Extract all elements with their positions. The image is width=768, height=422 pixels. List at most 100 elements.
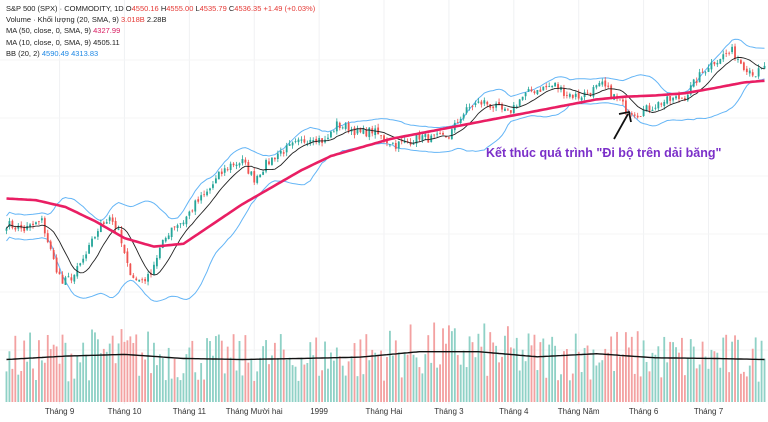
candle [229,161,232,173]
candle [489,104,492,111]
volume-bar [418,367,421,402]
candle [23,224,26,234]
candle [38,220,40,225]
candle [321,138,323,147]
volume-bar [194,372,197,402]
volume-bar [448,325,450,402]
candle [701,68,704,73]
volume-bar [377,356,380,402]
legend-low-label: L [195,4,200,13]
volume-bar [73,378,76,402]
candle [188,210,191,220]
candle [563,84,565,99]
candle [557,82,559,93]
candle [271,157,273,166]
volume-bar [453,328,456,402]
volume-bar [141,352,144,402]
candle [49,239,52,251]
candle [480,99,483,108]
volume-bar [223,373,226,402]
volume-bar [406,354,409,402]
volume-bar [55,346,58,402]
volume-bar [695,368,698,402]
candle [586,89,589,95]
volume-bar [70,353,73,402]
volume-bar [132,342,135,402]
x-tick-label: Tháng 4 [499,407,529,416]
volume-bar [633,373,636,402]
volume-bar [512,348,515,402]
annotation-arrow [613,110,632,140]
candle [692,78,695,88]
candle [268,158,270,166]
volume-bar [315,337,318,402]
volume-bar [32,368,34,402]
volume-bar [259,357,262,402]
candle [82,254,85,265]
volume-bar [26,361,29,402]
ma10-line [6,56,765,276]
candle [52,247,55,260]
candle [415,133,418,148]
candle [450,126,453,140]
volume-bar [748,365,751,402]
volume-bar [760,340,763,402]
volume-bar [742,371,745,402]
candle [442,131,444,135]
volume-bar [701,341,704,402]
volume-bar [524,361,527,402]
volume-bar [654,354,657,402]
candle [209,187,211,194]
candle [70,273,73,284]
candle [731,43,733,55]
volume-bar [129,336,132,402]
candle [403,137,406,144]
candle [571,94,574,100]
candle [306,140,309,147]
volume-bar [439,364,441,402]
volume-bar [391,355,394,402]
candle [548,82,551,88]
volume-bar [359,339,362,402]
candle [147,271,149,286]
volume-bar [85,354,88,402]
volume-bar [574,333,577,402]
volume-bar [244,335,247,402]
volume-bar [409,324,412,402]
legend-change: +1.49 (+0.03%) [263,4,316,13]
volume-bar [17,374,20,402]
candle [55,254,58,274]
candle [565,91,568,99]
bollinger-upper-band [6,38,765,222]
candle [551,85,554,89]
candle [212,181,214,190]
legend-volume-label: Volume · Khối lượng (20, SMA, 9) [6,15,119,25]
candle [504,107,506,112]
candle [67,272,70,278]
candle [279,147,282,157]
candle [722,50,725,62]
volume-bar [595,365,598,402]
volume-bar [707,368,710,402]
volume-bar [321,370,323,402]
volume-bar [306,363,309,402]
candle [91,236,93,248]
candle [259,174,262,178]
legend-bb-lower: 4313.83 [71,48,99,58]
volume-bar [459,364,462,402]
candle [46,229,49,244]
legend-high-label: H [160,4,167,13]
legend-ma10-label: MA (10, close, 0, SMA, 9) [6,37,92,47]
candle [539,87,542,92]
x-tick-label: 1999 [310,407,328,416]
x-tick-label: Tháng 7 [693,407,724,416]
volume-bar [220,340,223,402]
volume-bar [126,340,129,402]
volume-bar [191,340,194,402]
volume-bar [498,362,500,402]
volume-bar [179,380,182,402]
candle [341,126,344,130]
volume-bar [235,370,238,402]
candle [400,137,403,145]
